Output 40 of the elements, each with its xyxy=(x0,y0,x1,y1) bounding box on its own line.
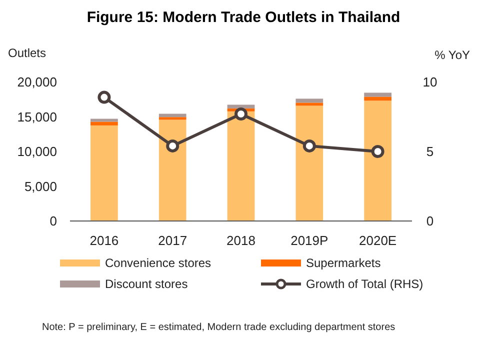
bar xyxy=(296,98,324,103)
point xyxy=(302,139,316,152)
x-tick-label: 2016 xyxy=(90,233,119,248)
bar xyxy=(158,117,186,120)
bar xyxy=(364,92,392,97)
bar xyxy=(158,114,186,118)
x-tick-label: 2017 xyxy=(158,233,188,248)
y2-tick-label: 0 xyxy=(426,214,434,229)
point xyxy=(166,139,180,152)
y2-tick-label: 5 xyxy=(426,144,434,160)
chart-title: Figure 15: Modern Trade Outlets in Thailand xyxy=(86,9,400,26)
legend-label: Growth of Total (RHS) xyxy=(306,277,424,292)
x-tick-label: 2018 xyxy=(226,233,256,248)
point xyxy=(98,90,111,104)
legend-label: Convenience stores xyxy=(105,256,212,270)
y-tick-label: 5,000 xyxy=(24,178,57,194)
bar xyxy=(296,102,324,106)
y-axis-title: Outlets xyxy=(8,46,46,60)
bar xyxy=(90,122,118,126)
y2-axis-title: % YoY xyxy=(434,48,470,62)
bar xyxy=(90,125,118,221)
x-tick-label: 2020E xyxy=(359,233,397,248)
y-tick-label: 20,000 xyxy=(17,74,57,90)
x-tick-label: 2019P xyxy=(290,233,328,248)
y-tick-label: 0 xyxy=(50,214,57,229)
legend-label: Supermarkets xyxy=(306,256,381,270)
bar xyxy=(227,111,255,221)
bar xyxy=(364,96,392,101)
point xyxy=(234,107,248,120)
y-tick-label: 15,000 xyxy=(17,109,57,124)
legend-label: Discount stores xyxy=(105,277,188,292)
y2-tick-label: 10 xyxy=(422,74,438,90)
bar xyxy=(364,100,392,221)
text: Note: P = preliminary, E = estimated, Modern trade excluding department stores xyxy=(42,322,396,333)
point xyxy=(371,145,384,158)
bar xyxy=(158,120,186,221)
y-tick-label: 10,000 xyxy=(17,144,57,160)
bar xyxy=(227,104,255,108)
bar xyxy=(296,106,324,221)
bar xyxy=(90,118,118,122)
